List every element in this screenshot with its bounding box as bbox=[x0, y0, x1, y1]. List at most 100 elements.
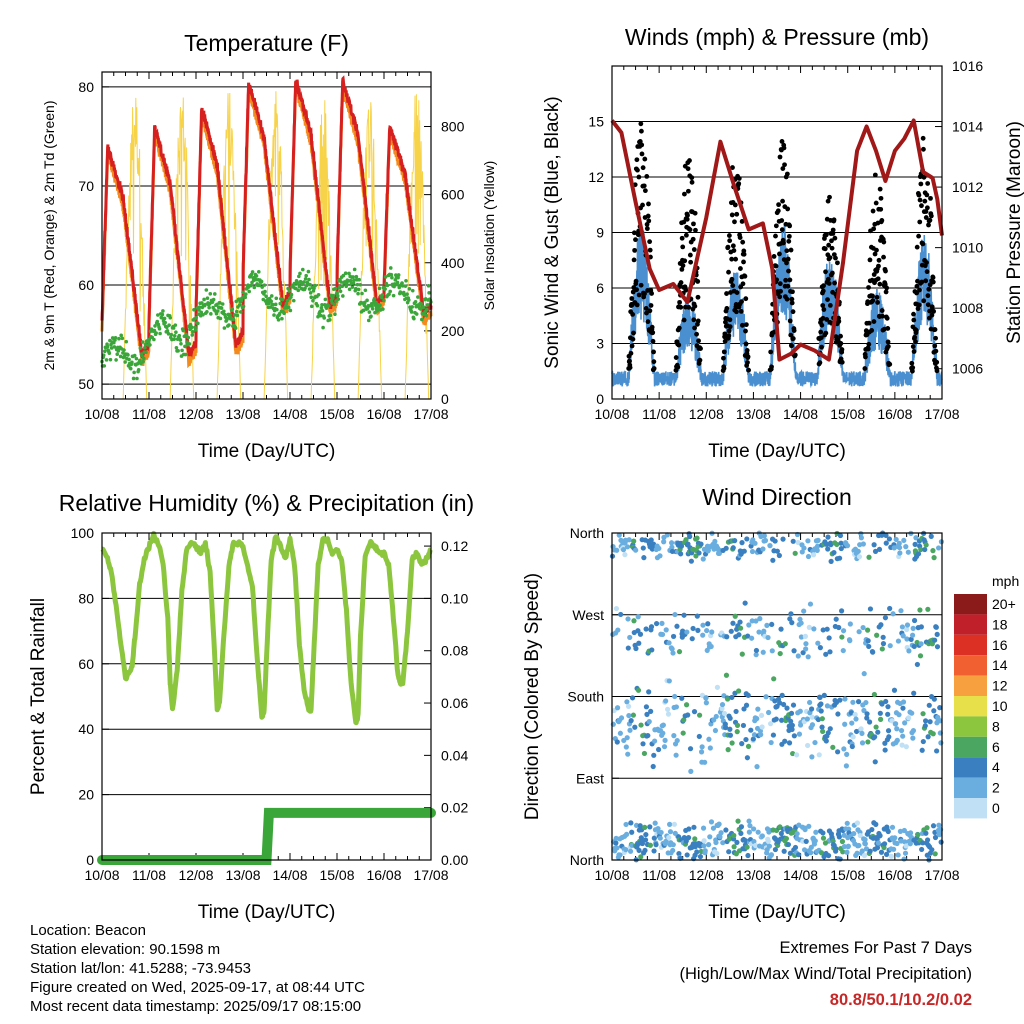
direction-point bbox=[676, 850, 682, 857]
direction-point bbox=[716, 821, 722, 827]
dewpoint-point bbox=[222, 326, 227, 330]
y-right-tick-label: 400 bbox=[441, 255, 465, 271]
direction-point bbox=[882, 740, 888, 746]
direction-point bbox=[684, 852, 690, 858]
direction-point bbox=[899, 742, 905, 748]
direction-point bbox=[617, 730, 623, 736]
direction-point bbox=[886, 536, 892, 542]
direction-point bbox=[893, 536, 899, 543]
gust-point bbox=[685, 212, 690, 218]
direction-point bbox=[873, 821, 879, 827]
direction-point bbox=[805, 654, 811, 660]
direction-point bbox=[802, 826, 808, 833]
direction-point bbox=[773, 716, 779, 722]
dewpoint-point bbox=[252, 285, 257, 290]
dewpoint-point bbox=[286, 305, 291, 310]
direction-point bbox=[648, 624, 655, 630]
gust-point bbox=[644, 310, 649, 316]
direction-point bbox=[648, 537, 654, 543]
direction-point bbox=[708, 819, 715, 825]
dewpoint-point bbox=[214, 311, 219, 316]
dewpoint-point bbox=[219, 306, 224, 310]
dewpoint-point bbox=[425, 307, 429, 312]
direction-point bbox=[907, 841, 913, 847]
direction-point bbox=[795, 539, 801, 546]
gust-point bbox=[818, 335, 824, 341]
gust-point bbox=[915, 306, 921, 312]
dewpoint-point bbox=[190, 333, 195, 337]
direction-point bbox=[847, 621, 853, 627]
gust-point bbox=[679, 266, 685, 272]
x-tick-label: 17/08 bbox=[924, 406, 959, 422]
direction-point bbox=[810, 552, 817, 558]
gust-point bbox=[647, 308, 653, 314]
gust-point bbox=[777, 294, 783, 300]
direction-point bbox=[638, 835, 644, 841]
direction-point bbox=[641, 750, 648, 757]
direction-point bbox=[858, 531, 864, 537]
dewpoint-point bbox=[220, 302, 225, 306]
direction-point bbox=[651, 835, 657, 841]
direction-point bbox=[895, 852, 901, 858]
direction-point bbox=[858, 726, 864, 732]
gust-point bbox=[789, 300, 795, 306]
x-tick-label: 15/08 bbox=[830, 867, 865, 883]
dewpoint-point bbox=[341, 294, 345, 298]
gust-point bbox=[681, 317, 687, 323]
x-tick-label: 12/08 bbox=[178, 406, 213, 422]
direction-point bbox=[639, 840, 646, 847]
dewpoint-point bbox=[288, 308, 293, 313]
direction-point bbox=[790, 750, 796, 757]
gust-point bbox=[786, 238, 792, 244]
direction-point bbox=[912, 541, 918, 547]
gust-point bbox=[775, 208, 781, 214]
gust-point bbox=[686, 304, 692, 310]
direction-point bbox=[808, 844, 814, 850]
gust-point bbox=[928, 213, 934, 219]
direction-point bbox=[811, 626, 817, 632]
dewpoint-point bbox=[347, 287, 352, 292]
direction-point bbox=[642, 847, 648, 854]
dewpoint-point bbox=[165, 325, 169, 330]
direction-point bbox=[789, 722, 795, 728]
direction-point bbox=[703, 695, 709, 701]
direction-point bbox=[724, 634, 730, 640]
gust-point bbox=[832, 235, 838, 241]
gust-point bbox=[695, 318, 701, 324]
direction-point bbox=[768, 852, 775, 858]
direction-point bbox=[762, 537, 769, 544]
direction-point bbox=[663, 627, 669, 633]
gust-point bbox=[921, 298, 927, 304]
direction-point bbox=[923, 542, 929, 548]
gust-point bbox=[695, 279, 701, 284]
direction-point bbox=[708, 643, 714, 650]
y-right-tick-label: 1010 bbox=[952, 240, 983, 256]
direction-point bbox=[633, 547, 639, 553]
direction-point bbox=[834, 541, 840, 548]
gust-point bbox=[684, 216, 690, 222]
direction-point bbox=[640, 741, 646, 747]
legend-swatch bbox=[954, 798, 987, 819]
direction-point bbox=[679, 695, 685, 701]
gust-point bbox=[879, 308, 885, 313]
gust-point bbox=[881, 239, 887, 245]
dewpoint-point bbox=[194, 315, 198, 320]
direction-point bbox=[734, 839, 740, 846]
direction-point bbox=[741, 706, 747, 712]
dewpoint-point bbox=[153, 324, 157, 328]
dewpoint-point bbox=[400, 281, 404, 285]
dewpoint-point bbox=[237, 303, 242, 307]
gust-point bbox=[786, 233, 792, 239]
dewpoint-point bbox=[203, 302, 208, 307]
gust-point bbox=[923, 209, 929, 214]
direction-point bbox=[694, 849, 700, 855]
station-latlon: Station lat/lon: 41.5288; -73.9453 bbox=[30, 960, 252, 977]
direction-point bbox=[714, 684, 721, 690]
dewpoint-point bbox=[157, 327, 162, 331]
y-tick-label: North bbox=[570, 852, 604, 868]
direction-point bbox=[663, 698, 669, 704]
y-tick-label: East bbox=[576, 770, 604, 786]
y-tick-label: 100 bbox=[71, 525, 95, 541]
dewpoint-point bbox=[178, 338, 183, 342]
direction-point bbox=[736, 632, 742, 638]
